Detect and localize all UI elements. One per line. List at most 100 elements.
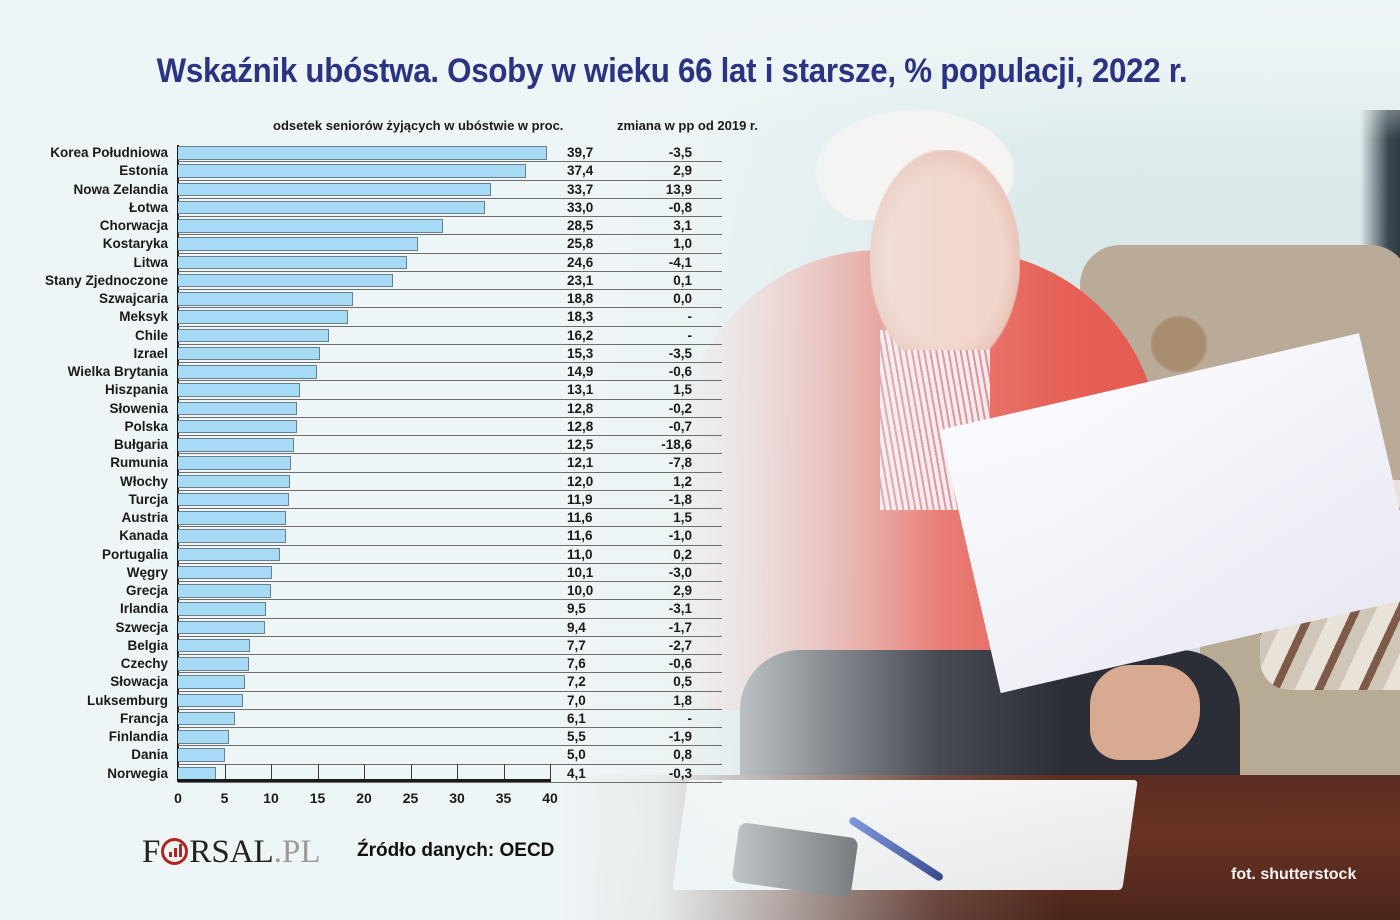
logo-chart-icon xyxy=(161,838,189,865)
x-tick-label: 40 xyxy=(542,790,558,806)
change-cell: -2,7 xyxy=(668,637,692,653)
value-cell: 18,3 xyxy=(567,309,594,325)
x-gridline xyxy=(503,764,505,780)
change-cell: 1,0 xyxy=(673,236,692,252)
gridline xyxy=(178,690,722,692)
table-row: Dania 5,0 0,8 xyxy=(0,746,722,765)
value-cell: 24,6 xyxy=(567,254,594,270)
bar xyxy=(178,146,548,160)
change-cell: -1,9 xyxy=(668,729,692,744)
x-gridline xyxy=(271,764,272,780)
change-cell: -0,7 xyxy=(668,418,692,434)
country-label: Słowacja xyxy=(110,674,168,690)
gridline xyxy=(178,544,722,546)
x-gridline xyxy=(364,764,365,780)
gridline xyxy=(178,289,722,291)
gridline xyxy=(178,781,722,783)
value-cell: 11,0 xyxy=(567,546,593,562)
value-cell: 6,1 xyxy=(567,710,586,726)
table-row: Litwa 24,6 -4,1 xyxy=(0,254,722,272)
gridline xyxy=(178,727,722,729)
value-cell: 33,0 xyxy=(567,199,594,215)
change-cell: 0,8 xyxy=(673,747,692,763)
value-cell: 7,0 xyxy=(567,692,586,708)
gridline xyxy=(178,635,722,637)
country-label: Łotwa xyxy=(129,199,168,215)
bar xyxy=(178,748,225,762)
country-label: Rumunia xyxy=(110,455,168,471)
change-cell: 0,2 xyxy=(673,546,692,562)
gridline xyxy=(178,672,722,674)
gridline xyxy=(178,343,722,345)
value-cell: 12,8 xyxy=(567,418,594,434)
value-cell: 12,1 xyxy=(567,455,594,471)
change-cell: -3,5 xyxy=(668,345,692,361)
value-cell: 11,6 xyxy=(567,510,593,525)
country-label: Korea Południowa xyxy=(50,145,168,160)
gridline xyxy=(178,599,722,601)
table-row: Łotwa 33,0 -0,8 xyxy=(0,199,722,218)
bar xyxy=(178,255,407,269)
table-row: Grecja 10,0 2,9 xyxy=(0,582,722,601)
table-row: Polska 12,8 -0,7 xyxy=(0,418,722,437)
value-cell: 16,2 xyxy=(567,327,594,343)
x-axis xyxy=(177,779,551,782)
gridline xyxy=(178,362,722,364)
value-cell: 12,5 xyxy=(567,437,594,452)
data-source: Źródło danych: OECD xyxy=(357,840,555,861)
country-label: Austria xyxy=(121,510,168,525)
bar xyxy=(178,310,349,324)
country-label: Grecja xyxy=(125,583,168,598)
bar xyxy=(178,237,418,251)
value-cell: 12,0 xyxy=(567,473,594,489)
gridline xyxy=(178,252,722,254)
table-row: Finlandia 5,5 -1,9 xyxy=(0,728,722,747)
country-label: Luksemburg xyxy=(86,692,168,708)
x-gridline xyxy=(224,764,226,780)
country-label: Izrael xyxy=(133,345,168,361)
value-cell: 5,5 xyxy=(567,729,586,744)
table-row: Chorwacja 28,5 3,1 xyxy=(0,217,722,236)
bar xyxy=(178,219,444,233)
gridline xyxy=(178,161,722,163)
value-cell: 39,7 xyxy=(567,145,594,160)
table-row: Francja 6,1 - xyxy=(0,710,722,729)
bar xyxy=(178,164,526,178)
country-label: Estonia xyxy=(119,163,168,179)
country-label: Polska xyxy=(124,418,168,434)
bar xyxy=(178,401,297,415)
gridline xyxy=(178,325,722,327)
country-label: Nowa Zelandia xyxy=(73,181,168,197)
country-label: Wielka Brytania xyxy=(67,364,168,379)
country-label: Szwajcaria xyxy=(98,291,168,306)
bar xyxy=(178,620,266,634)
table-row: Austria 11,6 1,5 xyxy=(0,509,722,528)
change-cell: -3,0 xyxy=(668,564,692,580)
change-cell: 3,1 xyxy=(673,218,692,233)
change-cell: -3,5 xyxy=(668,145,692,160)
table-row: Szwajcaria 18,8 0,0 xyxy=(0,290,722,309)
table-row: Kanada 11,6 -1,0 xyxy=(0,527,722,546)
gridline xyxy=(178,617,722,619)
bar xyxy=(178,492,289,507)
change-column-header: zmiana w pp od 2019 r. xyxy=(617,118,758,133)
change-cell: -7,8 xyxy=(668,455,692,471)
x-tick-label: 25 xyxy=(402,790,419,806)
value-cell: 7,7 xyxy=(567,637,586,653)
value-cell: 9,4 xyxy=(567,619,586,635)
gridline xyxy=(178,216,722,218)
change-cell: 1,8 xyxy=(673,692,692,708)
table-row: Meksyk 18,3 - xyxy=(0,308,722,327)
x-tick-label: 5 xyxy=(220,790,229,806)
table-row: Słowacja 7,2 0,5 xyxy=(0,673,722,692)
bar xyxy=(178,766,217,780)
change-cell: - xyxy=(687,710,693,726)
x-gridline xyxy=(457,764,458,780)
change-cell: -0,6 xyxy=(668,656,692,671)
table-row: Turcja 11,9 -1,8 xyxy=(0,491,722,510)
photo-credit: fot. shutterstock xyxy=(1231,866,1357,883)
gridline xyxy=(178,307,722,309)
change-cell: 0,0 xyxy=(673,291,692,306)
gridline xyxy=(178,197,722,199)
country-label: Kostaryka xyxy=(102,236,168,252)
